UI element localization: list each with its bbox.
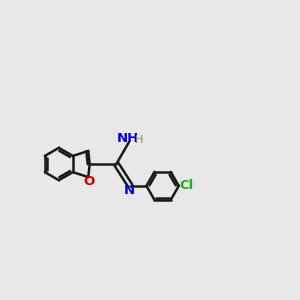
Text: Cl: Cl: [179, 179, 194, 192]
Text: O: O: [83, 175, 94, 188]
Text: H: H: [135, 135, 143, 145]
Text: N: N: [123, 184, 134, 197]
Text: NH: NH: [117, 132, 139, 145]
